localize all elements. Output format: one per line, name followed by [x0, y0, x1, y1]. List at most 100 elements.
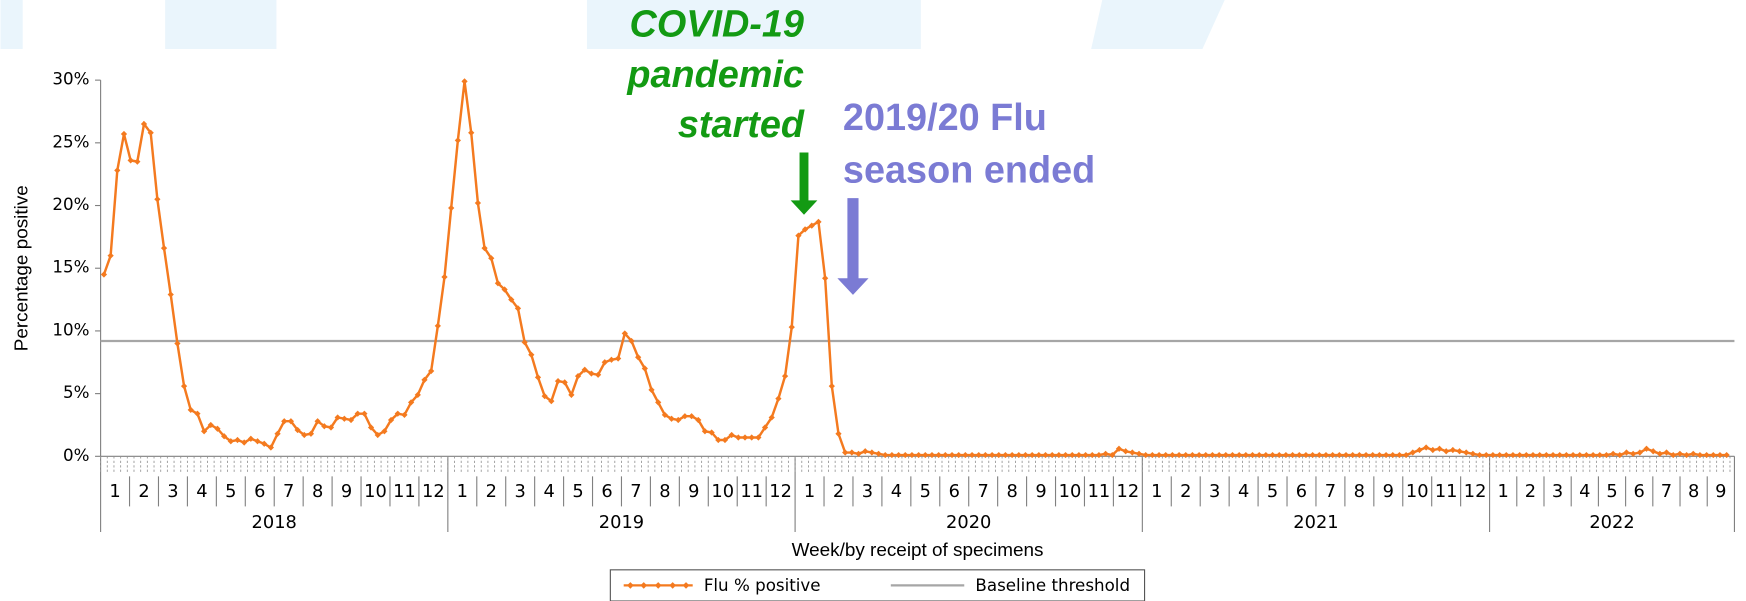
annotation-text: COVID-19 — [630, 4, 804, 46]
legend-label: Baseline threshold — [975, 576, 1130, 595]
data-point — [1416, 446, 1423, 454]
data-point — [1549, 451, 1557, 459]
x-month-label: 9 — [341, 481, 352, 502]
data-point — [688, 413, 695, 420]
data-point — [735, 434, 742, 441]
data-point — [1075, 451, 1083, 459]
x-month-label: 9 — [688, 481, 699, 502]
data-point — [207, 421, 214, 429]
y-tick-label: 30% — [52, 70, 89, 89]
data-point — [942, 451, 949, 459]
data-point — [815, 218, 822, 225]
data-point — [728, 431, 735, 439]
x-month-label: 2 — [1525, 481, 1536, 502]
data-point — [1616, 451, 1623, 459]
data-point — [127, 157, 134, 164]
x-month-label: 12 — [1464, 481, 1487, 502]
data-point — [408, 399, 415, 406]
x-month-label: 2 — [138, 481, 149, 502]
data-point — [1656, 450, 1663, 457]
data-point — [1102, 450, 1109, 457]
data-point — [1115, 445, 1123, 452]
data-point — [154, 196, 161, 203]
y-tick-label: 15% — [52, 258, 89, 277]
data-point — [1710, 451, 1717, 459]
data-point — [214, 425, 221, 432]
data-point — [1229, 451, 1236, 459]
data-point — [768, 414, 775, 421]
data-point — [928, 451, 936, 459]
data-point — [528, 351, 535, 358]
data-point — [1009, 451, 1016, 459]
data-point — [1650, 448, 1657, 455]
data-point — [1703, 451, 1710, 459]
data-point — [1002, 451, 1009, 459]
data-point — [788, 324, 795, 331]
data-point — [795, 232, 802, 239]
data-point — [1282, 451, 1290, 459]
data-point — [401, 411, 408, 419]
data-point — [922, 451, 929, 459]
data-point — [327, 424, 335, 431]
x-month-label: 3 — [1209, 481, 1220, 502]
data-point — [1149, 451, 1156, 459]
legend: Flu % positive Baseline threshold — [609, 569, 1146, 601]
data-point — [1142, 451, 1149, 459]
data-point — [902, 451, 909, 459]
annotation-text: 2019/20 Flu — [843, 97, 1047, 139]
x-month-label: 2 — [833, 481, 844, 502]
data-point — [721, 436, 729, 444]
x-month-label: 8 — [312, 481, 323, 502]
data-point — [254, 438, 261, 445]
data-point — [334, 414, 341, 421]
x-month-label: 2 — [1180, 481, 1191, 502]
x-month-label: 5 — [1267, 481, 1278, 502]
data-point — [955, 451, 962, 459]
data-point — [1209, 451, 1216, 459]
y-tick-label: 10% — [52, 320, 89, 339]
y-tick-label: 25% — [52, 132, 89, 151]
annotation-text: pandemic — [626, 54, 804, 96]
x-month-label: 7 — [283, 481, 294, 502]
data-point — [1262, 451, 1269, 459]
x-month-label: 1 — [109, 481, 120, 502]
x-month-label: 10 — [1059, 481, 1082, 502]
data-point — [167, 291, 174, 298]
data-point — [635, 354, 642, 361]
data-point — [1496, 451, 1503, 459]
x-month-label: 3 — [515, 481, 526, 502]
data-point — [1429, 446, 1436, 454]
data-point — [468, 129, 475, 136]
data-point — [968, 451, 976, 459]
data-point — [1376, 451, 1383, 459]
data-point — [574, 372, 582, 380]
x-month-label: 6 — [1634, 481, 1645, 502]
data-point — [1676, 450, 1684, 457]
x-month-label: 10 — [711, 481, 734, 502]
x-month-label: 5 — [225, 481, 236, 502]
data-point — [1236, 451, 1243, 459]
x-month-label: 9 — [1383, 481, 1394, 502]
data-point — [1349, 451, 1356, 459]
data-point — [1516, 451, 1523, 459]
data-point — [801, 226, 809, 233]
data-point — [581, 366, 588, 373]
x-month-label: 9 — [1715, 481, 1726, 502]
data-point — [1302, 451, 1310, 459]
data-point — [1022, 451, 1029, 459]
x-month-label: 8 — [1688, 481, 1699, 502]
data-point — [474, 199, 482, 207]
x-month-label: 5 — [1606, 481, 1617, 502]
data-point — [775, 395, 782, 402]
data-point — [1456, 448, 1463, 455]
data-point — [347, 416, 355, 424]
data-point — [247, 435, 254, 442]
data-point — [1583, 451, 1590, 459]
y-tick-label: 0% — [63, 446, 89, 465]
data-point — [1556, 451, 1563, 459]
data-point — [367, 424, 375, 431]
data-point — [1216, 451, 1223, 459]
x-month-label: 8 — [1354, 481, 1365, 502]
data-point — [875, 450, 882, 457]
x-month-label: 12 — [1117, 481, 1140, 502]
